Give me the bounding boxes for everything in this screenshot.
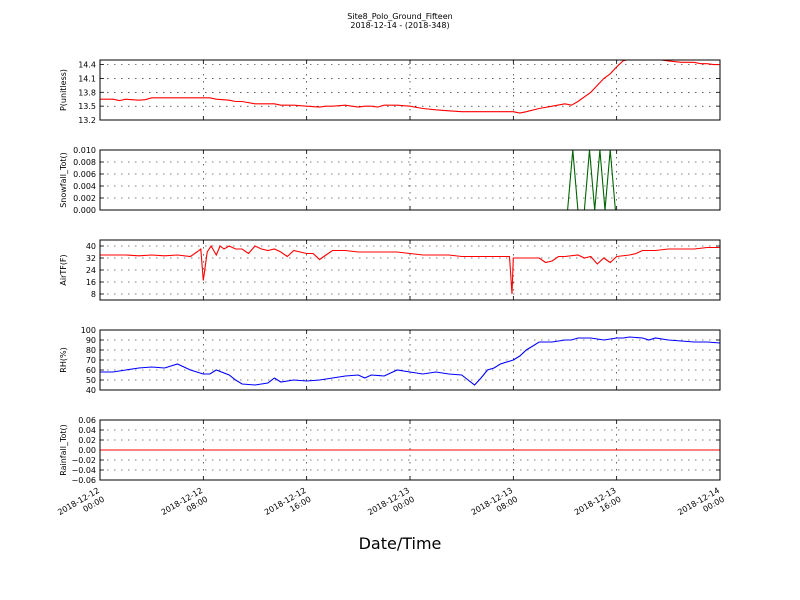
panel-2: 0.000 0.002 0.004 0.006 0.008 0.010 Snowfall_T…: [59, 146, 721, 215]
y-tick-label: −0.06: [71, 476, 96, 485]
y-tick-label: 13.5: [78, 102, 96, 111]
y-axis-label: AirTF(F): [59, 254, 68, 285]
y-tick-label: 40: [86, 242, 96, 251]
series-line: [100, 336, 720, 386]
y-axis-label: Snowfall_Tot(): [59, 152, 68, 208]
panel-1: 13.2 13.5 13.8 14.1 14.4 P(unitless): [59, 59, 721, 125]
y-tick-label: −0.02: [71, 456, 96, 465]
y-tick-label: −0.04: [71, 466, 96, 475]
y-tick-label: 0.04: [78, 426, 96, 435]
y-tick-label: 80: [86, 346, 96, 355]
y-tick-label: 50: [86, 376, 96, 385]
panel-3: 8 16 24 32 40 AirTF(F): [59, 239, 721, 301]
y-tick-label: 13.8: [78, 88, 96, 97]
y-tick-label: 24: [86, 266, 96, 275]
y-tick-label: 0.008: [73, 158, 96, 167]
axes-frame: [99, 329, 721, 391]
y-axis-label: RH(%): [59, 347, 68, 372]
series-line: [100, 60, 720, 114]
y-tick-label: 8: [91, 290, 96, 299]
series-line: [100, 150, 720, 210]
y-tick-label: 14.1: [78, 74, 96, 83]
y-tick-label: 0.000: [73, 206, 96, 215]
y-tick-label: 0.002: [73, 194, 96, 203]
y-tick-label: 0.006: [73, 170, 96, 179]
y-tick-label: 100: [81, 326, 96, 335]
y-tick-label: 70: [86, 356, 96, 365]
chart-subtitle: 2018-12-14 - (2018-348): [350, 21, 450, 30]
y-tick-label: 0.06: [78, 416, 96, 425]
y-tick-label: 60: [86, 366, 96, 375]
y-axis-label: P(unitless): [59, 69, 68, 111]
x-axis-label: Date/Time: [358, 534, 442, 553]
panel-5: −0.06−0.04−0.020.000.020.040.06 Rainfall_…: [59, 416, 721, 485]
y-tick-label: 40: [86, 386, 96, 395]
y-tick-label: 16: [86, 278, 96, 287]
axes-frame: [99, 59, 721, 121]
axes-frame: [99, 419, 721, 481]
y-tick-label: 14.4: [78, 61, 96, 70]
y-tick-label: 0.02: [78, 436, 96, 445]
y-tick-label: 90: [86, 336, 96, 345]
y-tick-label: 0.00: [78, 446, 96, 455]
axes-frame: [99, 149, 721, 211]
y-tick-label: 0.010: [73, 146, 96, 155]
chart-title: Site8_Polo_Ground_Fifteen: [347, 12, 453, 21]
y-axis-label: Rainfall_Tot(): [59, 424, 68, 476]
y-tick-label: 0.004: [73, 182, 96, 191]
y-tick-label: 13.2: [78, 116, 96, 125]
series-line: [100, 244, 720, 295]
y-tick-label: 32: [86, 254, 96, 263]
axes-frame: [99, 239, 721, 301]
